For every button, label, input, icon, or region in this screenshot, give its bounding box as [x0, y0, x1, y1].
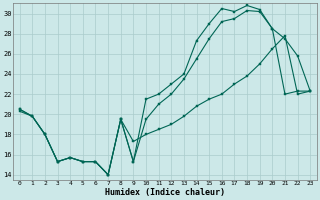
X-axis label: Humidex (Indice chaleur): Humidex (Indice chaleur) — [105, 188, 225, 197]
